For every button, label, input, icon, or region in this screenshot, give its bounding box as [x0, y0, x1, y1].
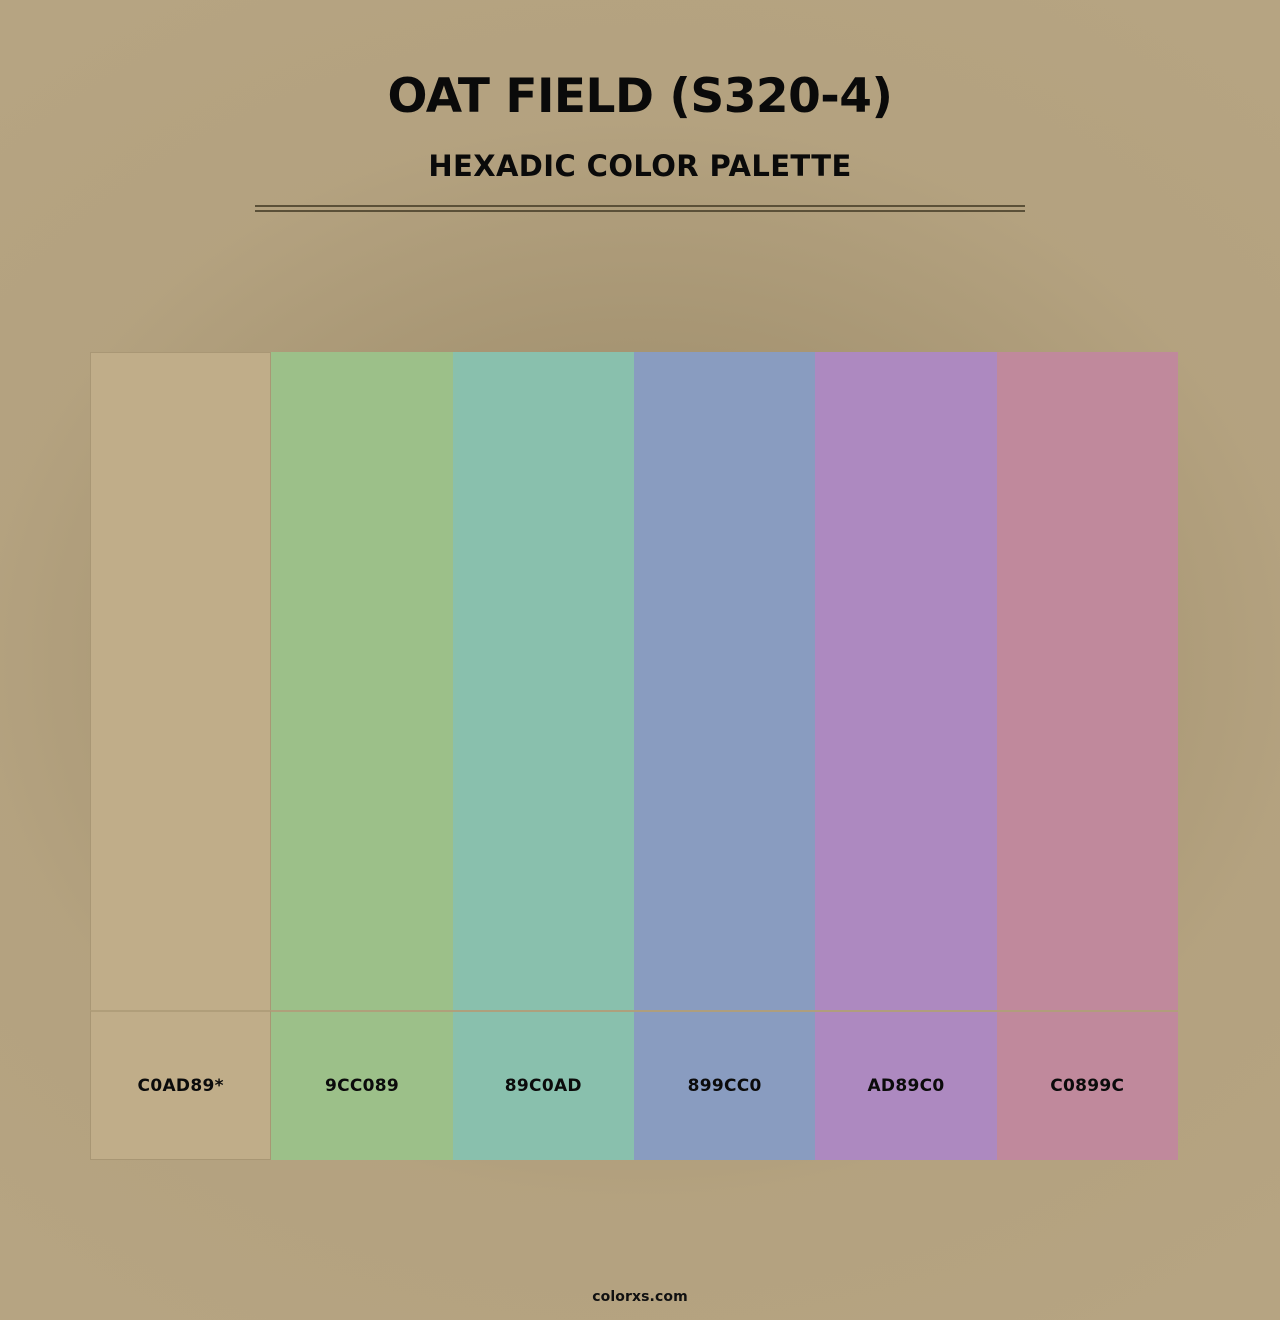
swatch-hex-label: C0AD89*: [137, 1075, 224, 1096]
swatch-color-block[interactable]: [271, 352, 453, 1010]
swatch-hex-label: 89C0AD: [504, 1076, 582, 1096]
swatch-label-cell[interactable]: C0899C: [996, 1010, 1178, 1160]
swatch-color-block[interactable]: [452, 352, 634, 1010]
swatch-label-cell[interactable]: 9CC089: [271, 1010, 453, 1160]
header-divider: [255, 204, 1025, 212]
swatch-hex-label: 899CC0: [687, 1076, 762, 1096]
swatch-color-block[interactable]: [815, 352, 997, 1010]
page-subtitle: HEXADIC COLOR PALETTE: [428, 148, 852, 183]
swatch-hex-label: AD89C0: [867, 1076, 945, 1096]
swatch-label-cell[interactable]: AD89C0: [815, 1010, 997, 1160]
swatch-column[interactable]: AD89C0: [815, 352, 997, 1160]
swatch-label-cell[interactable]: C0AD89*: [90, 1010, 272, 1160]
swatch-hex-label: 9CC089: [324, 1076, 400, 1096]
footer: colorxs.com: [0, 1286, 1280, 1305]
swatch-color-block[interactable]: [90, 352, 272, 1010]
swatch-hex-label: C0899C: [1050, 1076, 1125, 1096]
divider-line-top: [255, 204, 1025, 207]
swatch-column[interactable]: 89C0AD: [452, 352, 634, 1160]
divider-line-bottom: [255, 209, 1025, 212]
color-palette: C0AD89* 9CC089 89C0AD 899CC0 AD89C0 C0899C: [90, 352, 1178, 1160]
page-title: OAT FIELD (S320-4): [387, 69, 894, 124]
swatch-label-cell[interactable]: 899CC0: [633, 1010, 816, 1160]
header: OAT FIELD (S320-4) HEXADIC COLOR PALETTE: [0, 0, 1280, 212]
swatch-color-block[interactable]: [996, 352, 1178, 1010]
swatch-column[interactable]: C0899C: [996, 352, 1178, 1160]
site-credit: colorxs.com: [592, 1289, 688, 1305]
swatch-color-block[interactable]: [633, 352, 816, 1010]
swatch-column[interactable]: 9CC089: [271, 352, 453, 1160]
swatch-label-cell[interactable]: 89C0AD: [452, 1010, 634, 1160]
swatch-column[interactable]: C0AD89*: [90, 352, 272, 1160]
swatch-column[interactable]: 899CC0: [633, 352, 816, 1160]
